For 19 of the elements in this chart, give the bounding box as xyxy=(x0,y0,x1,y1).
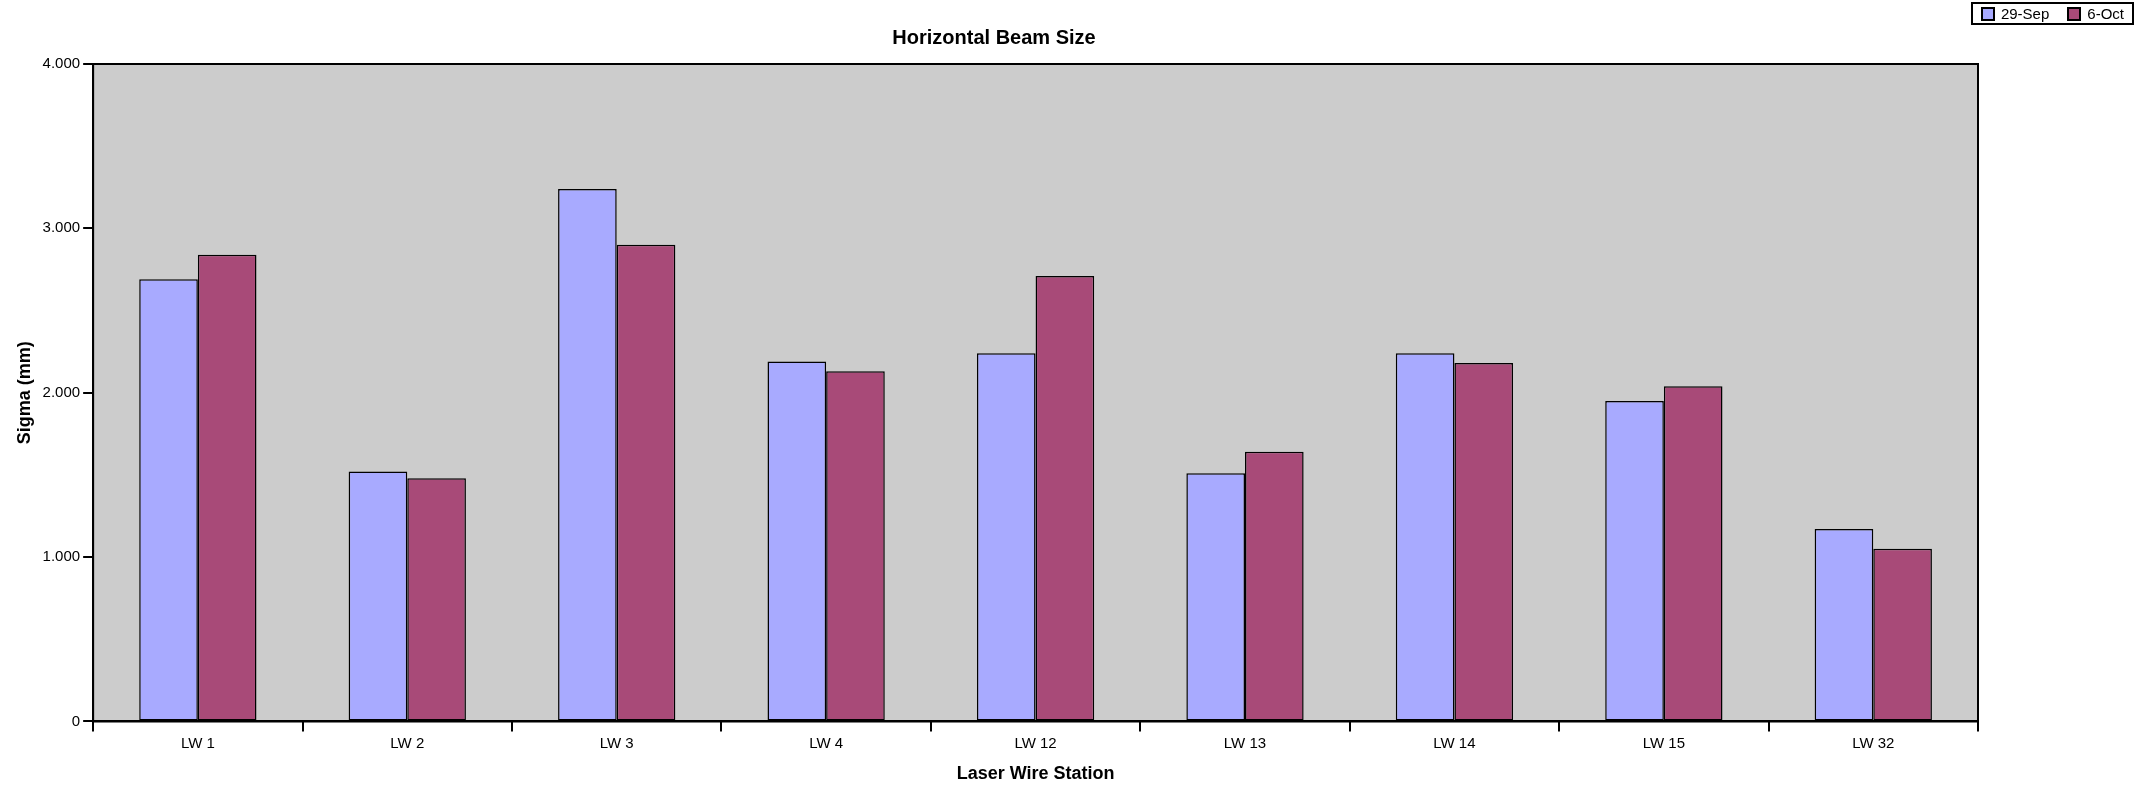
y-tick-label: 4.000 xyxy=(42,54,81,72)
legend-label: 6-Oct xyxy=(2087,5,2124,22)
x-tick-label: LW 13 xyxy=(1223,733,1267,751)
x-axis-title: Laser Wire Station xyxy=(956,763,1115,784)
x-tick-label: LW 12 xyxy=(1014,733,1057,751)
chart-title: Horizontal Beam Size xyxy=(892,25,1096,48)
x-tick-label: LW 1 xyxy=(180,733,215,751)
y-tick-label: 2.000 xyxy=(42,382,81,400)
x-tick-label: LW 32 xyxy=(1852,733,1895,751)
x-tick-label: LW 15 xyxy=(1642,733,1685,751)
y-tick-label: 3.000 xyxy=(42,218,81,236)
x-tick-label: LW 14 xyxy=(1433,733,1476,751)
y-tick-label: 0 xyxy=(71,711,81,729)
legend-label: 29-Sep xyxy=(2000,5,2050,22)
y-tick-label: 1.000 xyxy=(42,547,81,565)
x-tick-label: LW 3 xyxy=(599,733,634,751)
x-tick-label: LW 4 xyxy=(809,733,844,751)
x-tick-label: LW 2 xyxy=(390,733,425,751)
y-axis-title: Sigma (mm) xyxy=(13,341,34,445)
